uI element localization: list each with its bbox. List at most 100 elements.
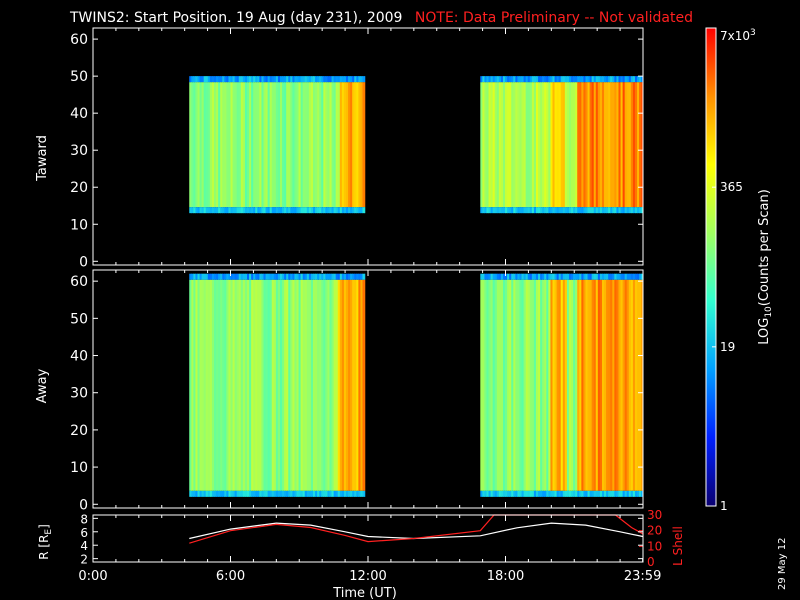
heatmap-edge-high: [205, 273, 209, 280]
heatmap-edge-high: [606, 76, 609, 83]
heatmap-edge-high: [302, 273, 306, 280]
heatmap-column: [273, 82, 277, 208]
heatmap-edge-high: [313, 76, 316, 83]
heatmap-edge-high: [251, 76, 254, 83]
heatmap-column: [632, 82, 636, 208]
heatmap-edge-low: [626, 207, 630, 214]
heatmap-edge-high: [550, 273, 554, 280]
heatmap-edge-low: [265, 490, 269, 497]
heatmap-column: [571, 279, 574, 491]
heatmap-edge-low: [591, 207, 595, 214]
heatmap-edge-high: [542, 273, 545, 280]
heatmap-edge-low: [575, 490, 578, 497]
heatmap-edge-low: [294, 207, 298, 214]
heatmap-column: [257, 82, 260, 208]
heatmap-edge-high: [571, 273, 574, 280]
heatmap-edge-high: [544, 273, 547, 280]
heatmap-edge-high: [232, 76, 236, 83]
heatmap-column: [637, 82, 640, 208]
heatmap-column: [358, 82, 362, 208]
y-tick-label: 60: [70, 274, 88, 290]
x-tick-label: 6:00: [216, 569, 245, 584]
heatmap-column: [335, 82, 339, 208]
heatmap-edge-high: [632, 273, 636, 280]
heatmap-edge-low: [321, 207, 324, 214]
heatmap-edge-low: [201, 207, 205, 214]
heatmap-edge-high: [315, 76, 318, 83]
heatmap-column: [189, 82, 192, 208]
heatmap-edge-low: [573, 490, 576, 497]
heatmap-column: [604, 82, 607, 208]
heatmap-edge-high: [354, 273, 357, 280]
heatmap-edge-high: [552, 76, 556, 83]
heatmap-block: [480, 273, 644, 497]
heatmap-column: [531, 82, 535, 208]
heatmap-edge-low: [480, 490, 483, 497]
heatmap-edge-high: [480, 76, 483, 83]
x-axis-label: Time (UT): [332, 586, 397, 600]
heatmap-edge-low: [488, 207, 492, 214]
heatmap-column: [321, 279, 324, 491]
heatmap-edge-low: [275, 207, 279, 214]
heatmap-column: [533, 82, 537, 208]
heatmap-edge-low: [257, 490, 260, 497]
heatmap-edge-low: [286, 207, 289, 214]
heatmap-column: [263, 82, 267, 208]
heatmap-edge-low: [244, 207, 248, 214]
heatmap-edge-high: [364, 273, 366, 280]
heatmap-edge-high: [521, 76, 525, 83]
heatmap-column: [271, 82, 275, 208]
heatmap-edge-low: [325, 207, 329, 214]
heatmap-edge-high: [247, 273, 250, 280]
heatmap-edge-high: [343, 273, 347, 280]
heatmap-column: [601, 82, 605, 208]
heatmap-edge-low: [581, 207, 585, 214]
heatmap-edge-low: [525, 490, 529, 497]
heatmap-edge-low: [515, 207, 519, 214]
heatmap-edge-low: [273, 207, 277, 214]
heatmap-column: [321, 82, 324, 208]
heatmap-edge-high: [490, 76, 494, 83]
heatmap-edge-high: [230, 273, 234, 280]
heatmap-edge-high: [558, 273, 562, 280]
heatmap-column: [325, 82, 329, 208]
heatmap-edge-high: [581, 76, 585, 83]
heatmap-edge-high: [203, 76, 207, 83]
heatmap-edge-high: [601, 273, 605, 280]
colorbar-top-sup: 3: [750, 28, 756, 38]
heatmap-column: [548, 82, 552, 208]
heatmap-column: [482, 82, 486, 208]
heatmap-edge-low: [294, 490, 298, 497]
heatmap-edge-low: [634, 490, 638, 497]
colorbar-label: LOG10(Counts per Scan): [757, 189, 774, 345]
heatmap-edge-high: [337, 76, 341, 83]
heatmap-edge-low: [548, 207, 552, 214]
heatmap-column: [308, 82, 312, 208]
heatmap-column: [191, 279, 194, 491]
heatmap-edge-high: [624, 76, 628, 83]
heatmap-column: [496, 82, 500, 208]
heatmap-edge-low: [267, 490, 271, 497]
heatmap-edge-low: [630, 207, 634, 214]
heatmap-edge-low: [527, 490, 531, 497]
heatmap-block: [189, 273, 366, 497]
heatmap-edge-low: [313, 490, 316, 497]
heatmap-edge-low: [519, 490, 523, 497]
heatmap-block: [189, 76, 366, 214]
heatmap-edge-high: [277, 76, 281, 83]
heatmap-edge-high: [546, 273, 549, 280]
heatmap-edge-high: [591, 273, 595, 280]
heatmap-edge-low: [323, 490, 326, 497]
heatmap-edge-high: [319, 76, 322, 83]
heatmap-edge-low: [579, 490, 582, 497]
heatmap-edge-high: [286, 273, 289, 280]
heatmap-edge-low: [216, 207, 219, 214]
heatmap-edge-high: [253, 76, 256, 83]
heatmap-edge-low: [304, 207, 308, 214]
heatmap-edge-low: [505, 490, 508, 497]
heatmap-edge-low: [242, 207, 246, 214]
heatmap-column: [317, 82, 320, 208]
heatmap-column: [509, 279, 512, 491]
heatmap-column: [265, 279, 269, 491]
heatmap-edge-low: [205, 490, 209, 497]
